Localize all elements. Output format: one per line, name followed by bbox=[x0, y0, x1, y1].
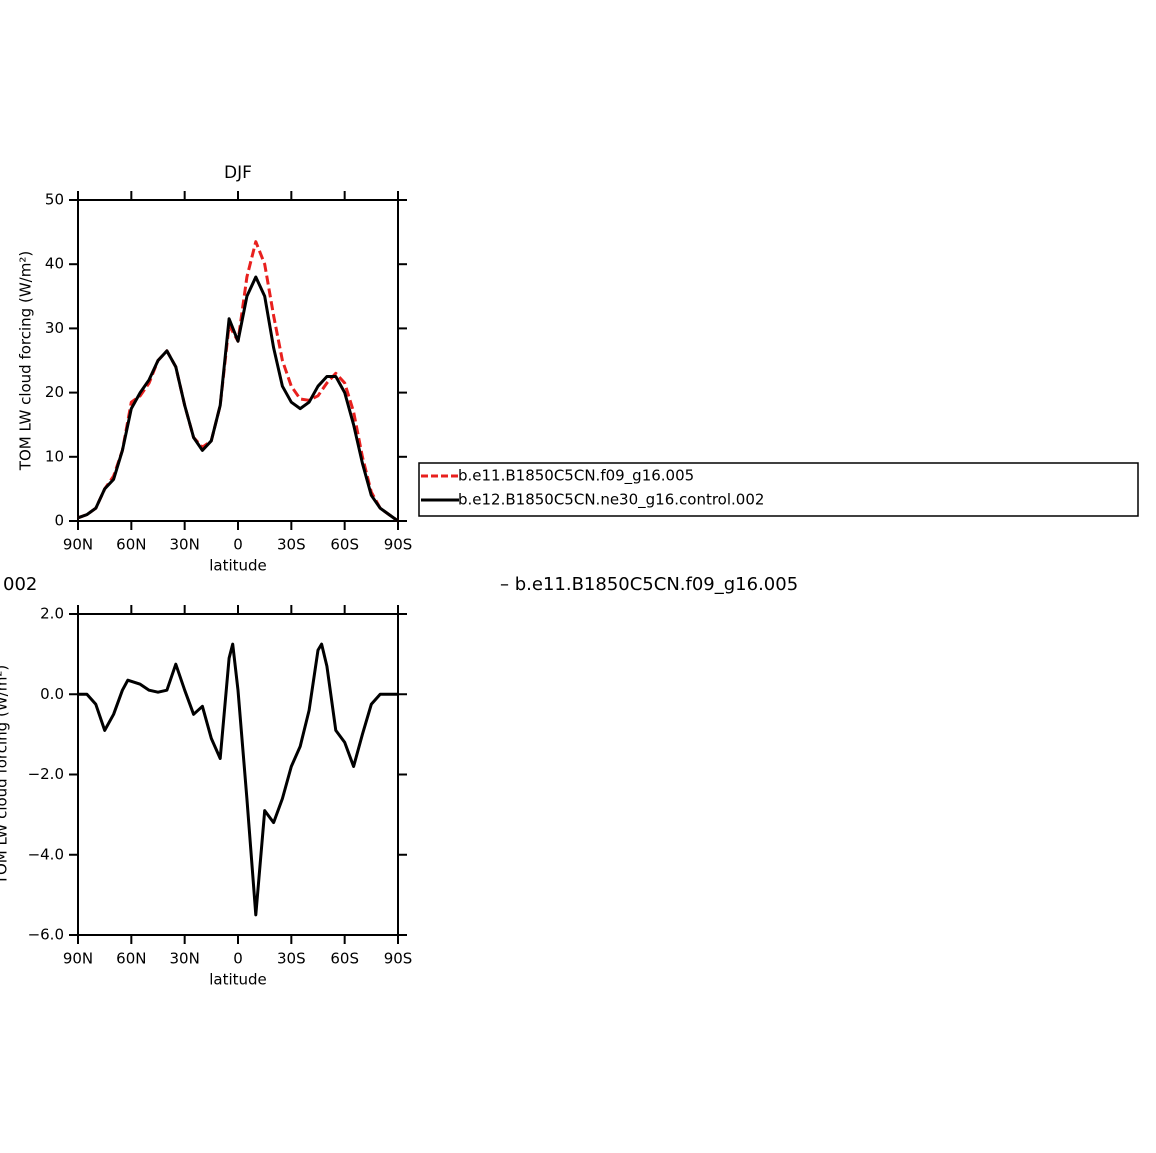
x-axis-label: latitude bbox=[209, 971, 267, 989]
x-tick-label: 0 bbox=[233, 536, 243, 554]
y-tick-label: 20 bbox=[45, 383, 64, 401]
x-tick-label: 30S bbox=[277, 950, 306, 968]
x-tick-label: 90N bbox=[63, 950, 93, 968]
y-tick-label: 2.0 bbox=[40, 605, 64, 623]
x-axis-label: latitude bbox=[209, 557, 267, 575]
x-tick-label: 90S bbox=[384, 950, 413, 968]
y-tick-label: −6.0 bbox=[28, 926, 64, 944]
legend-label: b.e12.B1850C5CN.ne30_g16.control.002 bbox=[458, 491, 764, 510]
y-tick-label: 50 bbox=[45, 191, 64, 209]
x-tick-label: 60N bbox=[116, 536, 146, 554]
chart-title-left: 002 bbox=[3, 574, 37, 595]
chart-title-right: – b.e11.B1850C5CN.f09_g16.005 bbox=[500, 574, 798, 595]
y-tick-label: −2.0 bbox=[28, 765, 64, 783]
series-line bbox=[77, 240, 399, 523]
y-tick-label: 0.0 bbox=[40, 685, 64, 703]
x-tick-label: 60S bbox=[330, 950, 359, 968]
x-tick-label: 30N bbox=[170, 950, 200, 968]
series-line bbox=[77, 275, 399, 523]
x-tick-label: 30S bbox=[277, 536, 306, 554]
x-tick-label: 90S bbox=[384, 536, 413, 554]
y-tick-label: 10 bbox=[45, 447, 64, 465]
legend-box bbox=[418, 462, 1139, 517]
plot-frame bbox=[77, 613, 399, 936]
x-tick-label: 90N bbox=[63, 536, 93, 554]
plot-frame bbox=[77, 199, 399, 522]
x-tick-label: 60S bbox=[330, 536, 359, 554]
y-tick-label: −4.0 bbox=[28, 845, 64, 863]
y-tick-label: 30 bbox=[45, 319, 64, 337]
y-axis-label: TOM LW cloud forcing (W/m²) bbox=[0, 665, 11, 885]
y-tick-label: 40 bbox=[45, 255, 64, 273]
y-axis-label: TOM LW cloud forcing (W/m²) bbox=[17, 251, 35, 471]
y-tick-label: 0 bbox=[54, 512, 64, 530]
x-tick-label: 60N bbox=[116, 950, 146, 968]
legend-label: b.e11.B1850C5CN.f09_g16.005 bbox=[458, 467, 694, 486]
x-tick-label: 0 bbox=[233, 950, 243, 968]
series-line bbox=[78, 642, 398, 917]
x-tick-label: 30N bbox=[170, 536, 200, 554]
chart-title: DJF bbox=[224, 163, 252, 183]
